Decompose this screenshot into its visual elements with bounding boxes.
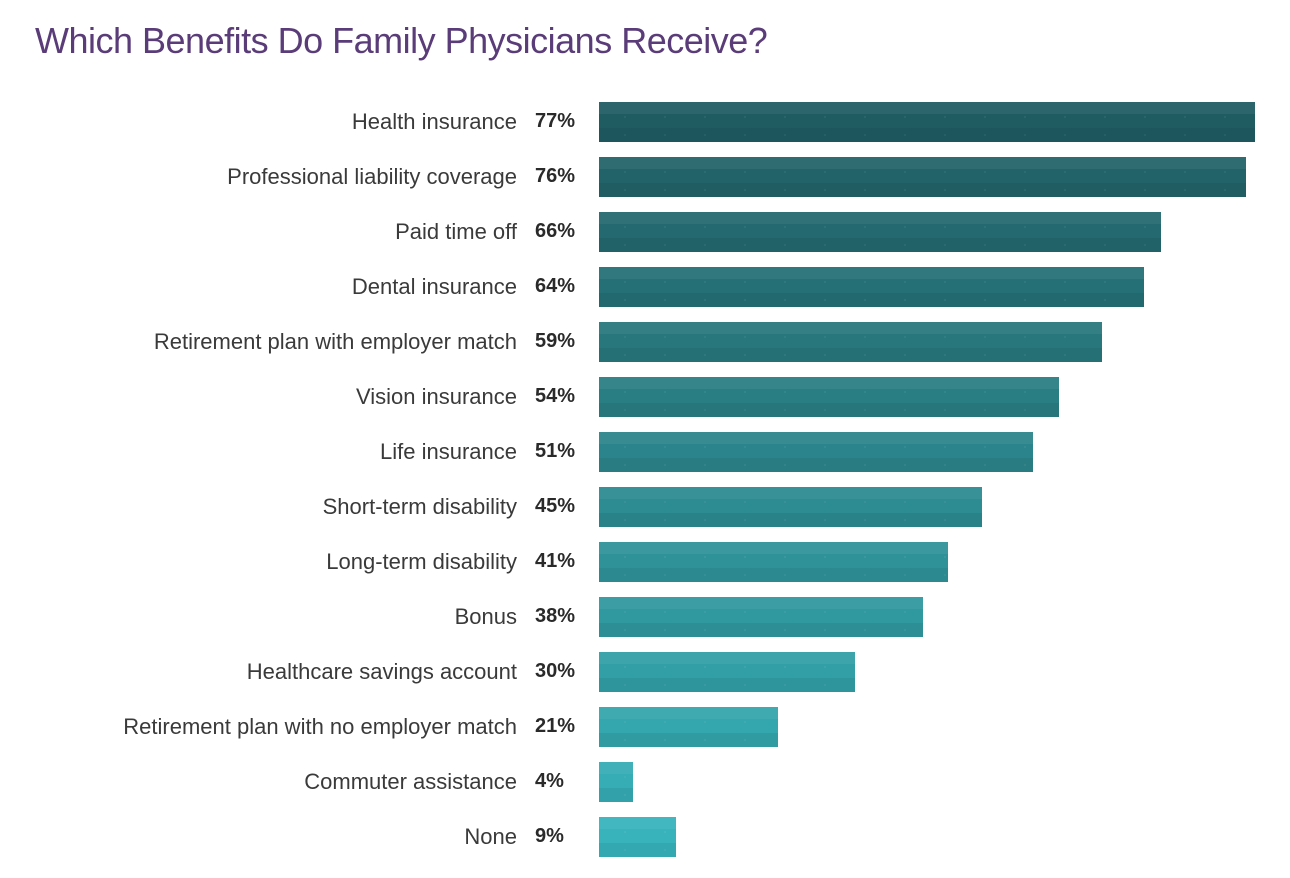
chart-title: Which Benefits Do Family Physicians Rece… bbox=[35, 20, 1255, 62]
bar-row: Healthcare savings account30% bbox=[35, 644, 1255, 699]
bar-label: Paid time off bbox=[35, 219, 535, 245]
bar-label: Retirement plan with no employer match bbox=[35, 714, 535, 740]
bar-label: Professional liability coverage bbox=[35, 164, 535, 190]
bar-row: Health insurance77% bbox=[35, 94, 1255, 149]
bar-label: Long-term disability bbox=[35, 549, 535, 575]
bar-track bbox=[599, 94, 1255, 149]
bar-track bbox=[599, 699, 1255, 754]
bar-label: Health insurance bbox=[35, 109, 535, 135]
bar-track bbox=[599, 369, 1255, 424]
bar-value: 30% bbox=[535, 660, 599, 683]
bar-track bbox=[599, 809, 1255, 864]
bar-value: 4% bbox=[535, 770, 599, 793]
bar-row: Commuter assistance4% bbox=[35, 754, 1255, 809]
bar-row: Short-term disability45% bbox=[35, 479, 1255, 534]
bar-row: None9% bbox=[35, 809, 1255, 864]
bar-label: Commuter assistance bbox=[35, 769, 535, 795]
bar-row: Paid time off66% bbox=[35, 204, 1255, 259]
bar-texture bbox=[599, 542, 948, 582]
bar-fill bbox=[599, 597, 923, 637]
bar-track bbox=[599, 644, 1255, 699]
bar-value: 51% bbox=[535, 440, 599, 463]
bar-fill bbox=[599, 432, 1033, 472]
bar-value: 9% bbox=[535, 825, 599, 848]
bar-fill bbox=[599, 267, 1144, 307]
bar-row: Retirement plan with employer match59% bbox=[35, 314, 1255, 369]
bar-track bbox=[599, 754, 1255, 809]
bar-row: Life insurance51% bbox=[35, 424, 1255, 479]
bar-value: 59% bbox=[535, 330, 599, 353]
bar-track bbox=[599, 149, 1255, 204]
bar-label: None bbox=[35, 824, 535, 850]
bar-chart: Health insurance77%Professional liabilit… bbox=[35, 94, 1255, 864]
bar-texture bbox=[599, 762, 633, 802]
bar-texture bbox=[599, 322, 1102, 362]
bar-fill bbox=[599, 377, 1059, 417]
bar-fill bbox=[599, 157, 1246, 197]
bar-track bbox=[599, 204, 1255, 259]
bar-value: 77% bbox=[535, 110, 599, 133]
bar-label: Bonus bbox=[35, 604, 535, 630]
bar-label: Life insurance bbox=[35, 439, 535, 465]
bar-fill bbox=[599, 707, 778, 747]
bar-value: 76% bbox=[535, 165, 599, 188]
bar-value: 64% bbox=[535, 275, 599, 298]
bar-track bbox=[599, 259, 1255, 314]
bar-texture bbox=[599, 817, 676, 857]
bar-texture bbox=[599, 377, 1059, 417]
bar-label: Short-term disability bbox=[35, 494, 535, 520]
bar-track bbox=[599, 424, 1255, 479]
bar-value: 21% bbox=[535, 715, 599, 738]
chart-container: Which Benefits Do Family Physicians Rece… bbox=[0, 0, 1290, 878]
bar-track bbox=[599, 314, 1255, 369]
bar-texture bbox=[599, 432, 1033, 472]
bar-label: Healthcare savings account bbox=[35, 659, 535, 685]
bar-texture bbox=[599, 102, 1255, 142]
bar-row: Dental insurance64% bbox=[35, 259, 1255, 314]
bar-fill bbox=[599, 762, 633, 802]
bar-texture bbox=[599, 597, 923, 637]
bar-fill bbox=[599, 542, 948, 582]
bar-fill bbox=[599, 652, 855, 692]
bar-label: Vision insurance bbox=[35, 384, 535, 410]
bar-value: 45% bbox=[535, 495, 599, 518]
bar-label: Dental insurance bbox=[35, 274, 535, 300]
bar-track bbox=[599, 479, 1255, 534]
bar-row: Professional liability coverage76% bbox=[35, 149, 1255, 204]
bar-track bbox=[599, 534, 1255, 589]
bar-fill bbox=[599, 817, 676, 857]
bar-row: Bonus38% bbox=[35, 589, 1255, 644]
bar-row: Vision insurance54% bbox=[35, 369, 1255, 424]
bar-texture bbox=[599, 267, 1144, 307]
bar-texture bbox=[599, 212, 1161, 252]
bar-fill bbox=[599, 322, 1102, 362]
bar-label: Retirement plan with employer match bbox=[35, 329, 535, 355]
bar-value: 38% bbox=[535, 605, 599, 628]
bar-fill bbox=[599, 212, 1161, 252]
bar-value: 54% bbox=[535, 385, 599, 408]
bar-value: 41% bbox=[535, 550, 599, 573]
bar-texture bbox=[599, 157, 1246, 197]
bar-value: 66% bbox=[535, 220, 599, 243]
bar-row: Long-term disability41% bbox=[35, 534, 1255, 589]
bar-fill bbox=[599, 102, 1255, 142]
bar-track bbox=[599, 589, 1255, 644]
bar-texture bbox=[599, 487, 982, 527]
bar-fill bbox=[599, 487, 982, 527]
bar-row: Retirement plan with no employer match21… bbox=[35, 699, 1255, 754]
bar-texture bbox=[599, 652, 855, 692]
bar-texture bbox=[599, 707, 778, 747]
